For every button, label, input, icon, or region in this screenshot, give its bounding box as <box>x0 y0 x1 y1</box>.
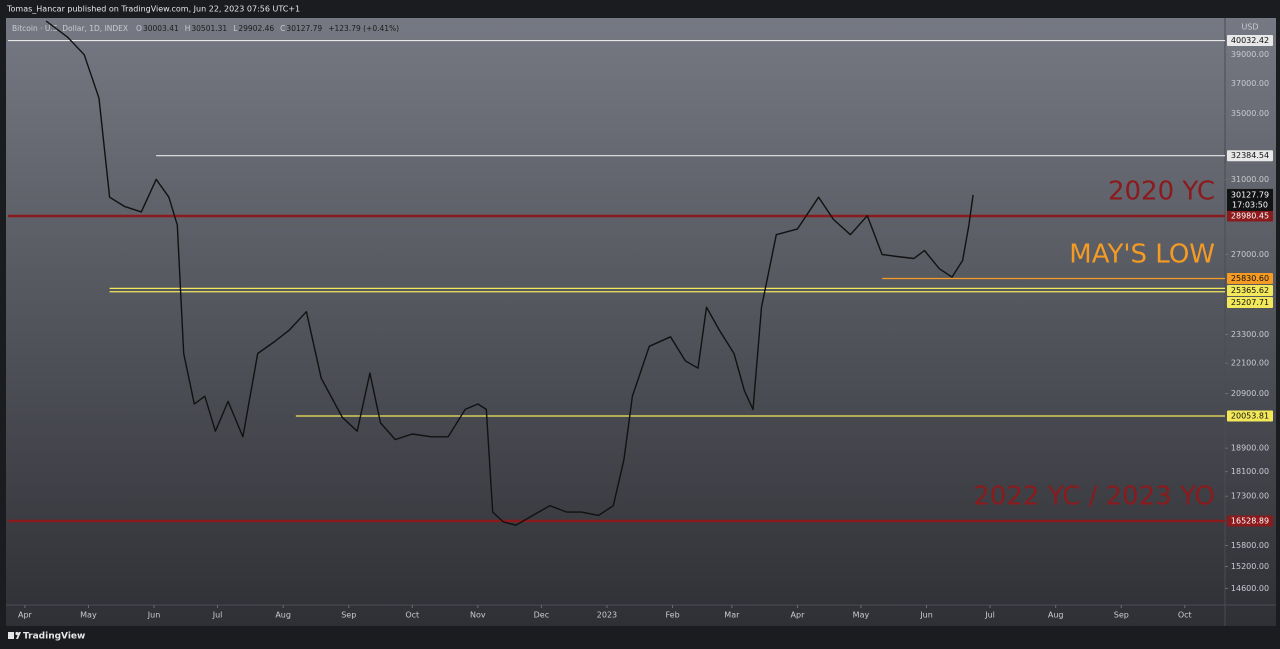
x-tick-label: Oct <box>1178 611 1192 620</box>
y-tick-label: 23300.00 <box>1231 330 1269 339</box>
legend-key: C <box>280 24 285 33</box>
legend-key: L <box>233 24 238 33</box>
x-tick-label: Sep <box>1114 611 1129 620</box>
x-tick-label: Jul <box>984 611 995 620</box>
currency: USD <box>1241 23 1258 32</box>
x-tick-label: Feb <box>666 611 680 620</box>
y-tick-label: 22100.00 <box>1231 359 1269 368</box>
price-tag <box>1227 410 1273 422</box>
price-tag <box>1227 35 1273 47</box>
x-tick-label: Jun <box>147 611 161 620</box>
footer: TradingView <box>23 632 85 642</box>
legend: Bitcoin · U.S. Dollar, 1D, INDEX O 30003.4… <box>12 24 399 33</box>
x-tick-label: Jun <box>919 611 933 620</box>
y-tick-label: 15200.00 <box>1231 562 1269 571</box>
y-tick-label: 18100.00 <box>1231 467 1269 476</box>
legend-change: +123.79 (+0.41%) <box>328 24 399 33</box>
annotation: 2022 YC / 2023 YO <box>973 482 1215 512</box>
y-tick-label: 15800.00 <box>1231 541 1269 550</box>
y-tick-label: 17300.00 <box>1231 492 1269 501</box>
x-tick-label: Mar <box>724 611 740 620</box>
plot-background <box>6 18 1276 626</box>
x-tick-label: Apr <box>18 611 33 620</box>
y-tick-label: 39000.00 <box>1231 50 1269 59</box>
y-tick-label: 27000.00 <box>1231 250 1269 259</box>
x-tick-label: Sep <box>341 611 356 620</box>
x-tick-label: Dec <box>534 611 549 620</box>
countdown: 17:03:50 <box>1232 200 1268 209</box>
price-tag <box>1227 297 1273 309</box>
price-tag-label: 25830.60 <box>1231 274 1269 283</box>
y-tick-label: 31000.00 <box>1231 175 1269 184</box>
price-tag <box>1227 515 1273 527</box>
price-tag <box>1227 150 1273 162</box>
x-tick-label: Oct <box>405 611 419 620</box>
price-tag-label: 20053.81 <box>1231 411 1269 420</box>
annotation: MAY'S LOW <box>1069 240 1215 270</box>
y-tick-label: 14600.00 <box>1231 584 1269 593</box>
price-tag <box>1227 273 1273 285</box>
price-tag-label: 25365.62 <box>1231 286 1269 295</box>
legend-value: 30501.31 <box>191 24 227 33</box>
legend-symbol: Bitcoin · U.S. Dollar, 1D, INDEX <box>12 24 128 33</box>
plot: 14600.00 15200.00 15800.00 17300.00 18100.00… <box>8 20 1273 620</box>
x-tick-label: Nov <box>470 611 486 620</box>
price-tag-label: 28980.45 <box>1231 212 1269 221</box>
y-tick-label: 18900.00 <box>1231 444 1269 453</box>
header: Tomas_Hancar published on TradingView.co… <box>6 5 300 14</box>
x-tick-label: Jul <box>212 611 223 620</box>
legend-key: H <box>185 24 191 33</box>
last-price: 30127.79 <box>1231 190 1269 199</box>
x-tick-label: May <box>80 611 97 620</box>
price-tag-label: 16528.89 <box>1231 516 1269 525</box>
x-tick-label: May <box>853 611 870 620</box>
x-tick-label: 2023 <box>597 611 617 620</box>
price-tag <box>1227 210 1273 222</box>
y-tick-label: 20900.00 <box>1231 389 1269 398</box>
price-line <box>45 20 974 526</box>
y-tick-label: 37000.00 <box>1231 79 1269 88</box>
y-tick-label: 35000.00 <box>1231 109 1269 118</box>
footer-logo <box>8 631 21 639</box>
legend-value: 29902.46 <box>238 24 274 33</box>
price-tag-label: 25207.71 <box>1231 298 1269 307</box>
last-price-tag <box>1227 188 1273 211</box>
legend-value: 30127.79 <box>286 24 322 33</box>
price-tag <box>1227 285 1273 297</box>
x-tick-label: Aug <box>275 611 291 620</box>
annotation: 2020 YC <box>1108 177 1215 207</box>
legend-key: O <box>136 24 142 33</box>
legend-value: 30003.41 <box>143 24 179 33</box>
x-tick-label: Aug <box>1048 611 1064 620</box>
x-tick-label: Apr <box>791 611 806 620</box>
price-tag-label: 40032.42 <box>1231 36 1269 45</box>
price-tag-label: 32384.54 <box>1231 151 1269 160</box>
